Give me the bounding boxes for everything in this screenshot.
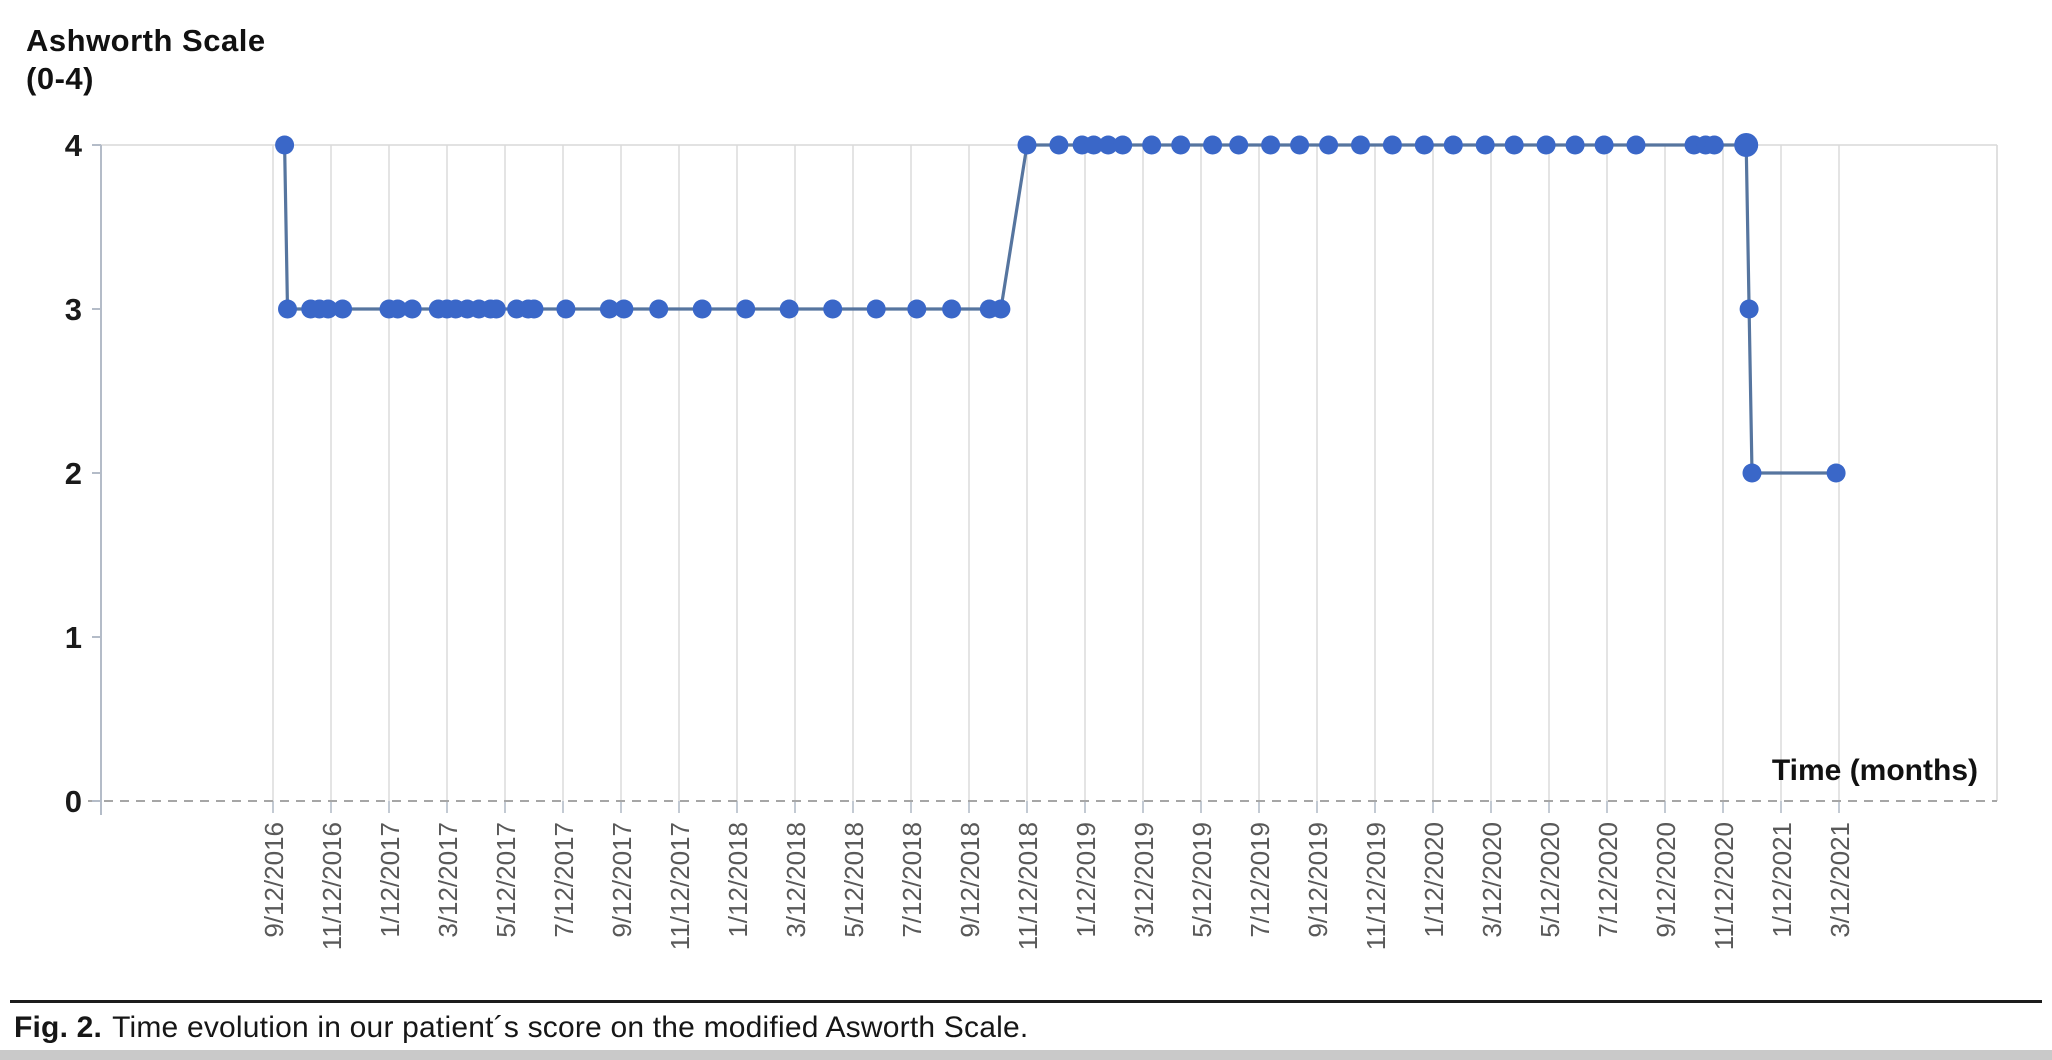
data-point [614,299,634,319]
data-point [1351,135,1370,155]
x-tick-label: 1/12/2020 [1419,822,1449,938]
data-point [1475,135,1495,155]
y-axis-title-line1: Ashworth Scale [26,23,266,58]
x-tick-label: 11/12/2019 [1361,822,1391,950]
x-tick-label: 9/12/2017 [607,822,637,938]
data-point [402,299,422,319]
data-point [1414,135,1434,155]
x-tick-label: 7/12/2019 [1245,822,1275,938]
data-point [1594,135,1614,155]
x-tick-label: 3/12/2018 [781,822,811,938]
y-axis-title-line2: (0-4) [26,61,94,96]
data-point [1203,135,1223,155]
x-tick-label: 7/12/2017 [549,822,579,938]
data-point [1504,135,1524,155]
data-point [1626,135,1646,155]
x-tick-label: 11/12/2018 [1013,822,1043,950]
x-tick-label: 5/12/2017 [491,822,521,938]
caption-divider [10,1000,2042,1003]
data-point [1098,135,1118,155]
data-point [942,299,962,319]
data-point [1739,299,1759,319]
data-point [278,299,297,319]
x-tick-label: 1/12/2018 [723,822,753,938]
data-point [823,299,843,319]
data-point [1536,135,1556,155]
data-point [1171,135,1191,155]
data-point [1261,135,1281,155]
data-point [649,299,669,319]
data-point [486,299,506,319]
x-tick-label: 7/12/2020 [1593,822,1623,938]
x-axis-title: Time (months) [1771,754,1978,787]
x-tick-label: 5/12/2019 [1187,822,1217,938]
figure-caption-text: Time evolution in our patient´s score on… [112,1011,1029,1044]
bottom-border-strip [0,1050,2052,1060]
data-point [1084,135,1104,155]
data-point [1229,135,1249,155]
data-point [991,299,1011,319]
x-tick-label: 9/12/2016 [259,822,289,938]
x-tick-label: 11/12/2016 [317,822,347,950]
data-point [599,299,619,319]
data-point [1382,135,1402,155]
data-point [556,299,576,319]
data-point [1113,135,1133,155]
data-point [1319,135,1339,155]
x-tick-label: 3/12/2019 [1129,822,1159,938]
figure-caption-label: Fig. 2. [14,1011,103,1044]
figure-caption: Fig. 2. Time evolution in our patient´s s… [14,1011,1028,1045]
x-tick-label: 5/12/2018 [839,822,869,938]
y-tick-label: 3 [65,292,82,327]
data-point [1142,135,1162,155]
x-tick-label: 3/12/2020 [1477,822,1507,938]
data-point [1704,135,1724,155]
data-point [1742,463,1762,483]
data-point [1049,135,1069,155]
data-point [1734,133,1759,157]
data-point [866,299,886,319]
y-tick-label: 1 [65,620,82,655]
data-point [692,299,712,319]
x-tick-label: 7/12/2018 [897,822,927,938]
x-tick-label: 1/12/2019 [1071,822,1101,938]
x-tick-label: 9/12/2020 [1651,822,1681,938]
ashworth-score-line-chart: 9/12/2016 11/12/2016 1/12/2017 3/12/2017 5/1… [65,128,1998,950]
data-point [1826,463,1846,483]
data-point [318,299,338,319]
x-tick-label: 5/12/2020 [1535,822,1565,938]
data-point [388,299,408,319]
x-tick-label: 1/12/2017 [375,822,405,938]
x-tick-label: 9/12/2018 [955,822,985,938]
x-tick-label: 9/12/2019 [1303,822,1333,938]
data-point [779,299,799,319]
data-point [524,299,544,319]
x-tick-label: 3/12/2021 [1825,822,1855,938]
x-tick-label: 11/12/2020 [1709,822,1739,950]
x-tick-label: 11/12/2017 [665,822,695,950]
data-point [275,135,295,155]
y-tick-label: 2 [65,456,82,491]
x-tick-label: 1/12/2021 [1767,822,1797,938]
data-point [1017,135,1037,155]
data-point [1290,135,1310,155]
data-point [333,299,353,319]
data-point [907,299,927,319]
y-tick-label: 4 [65,128,83,163]
data-point [1443,135,1463,155]
y-tick-label: 0 [65,784,82,819]
data-point [1565,135,1585,155]
data-point [736,299,756,319]
x-tick-label: 3/12/2017 [433,822,463,938]
y-axis-title: Ashworth Scale (0-4) [26,22,266,98]
